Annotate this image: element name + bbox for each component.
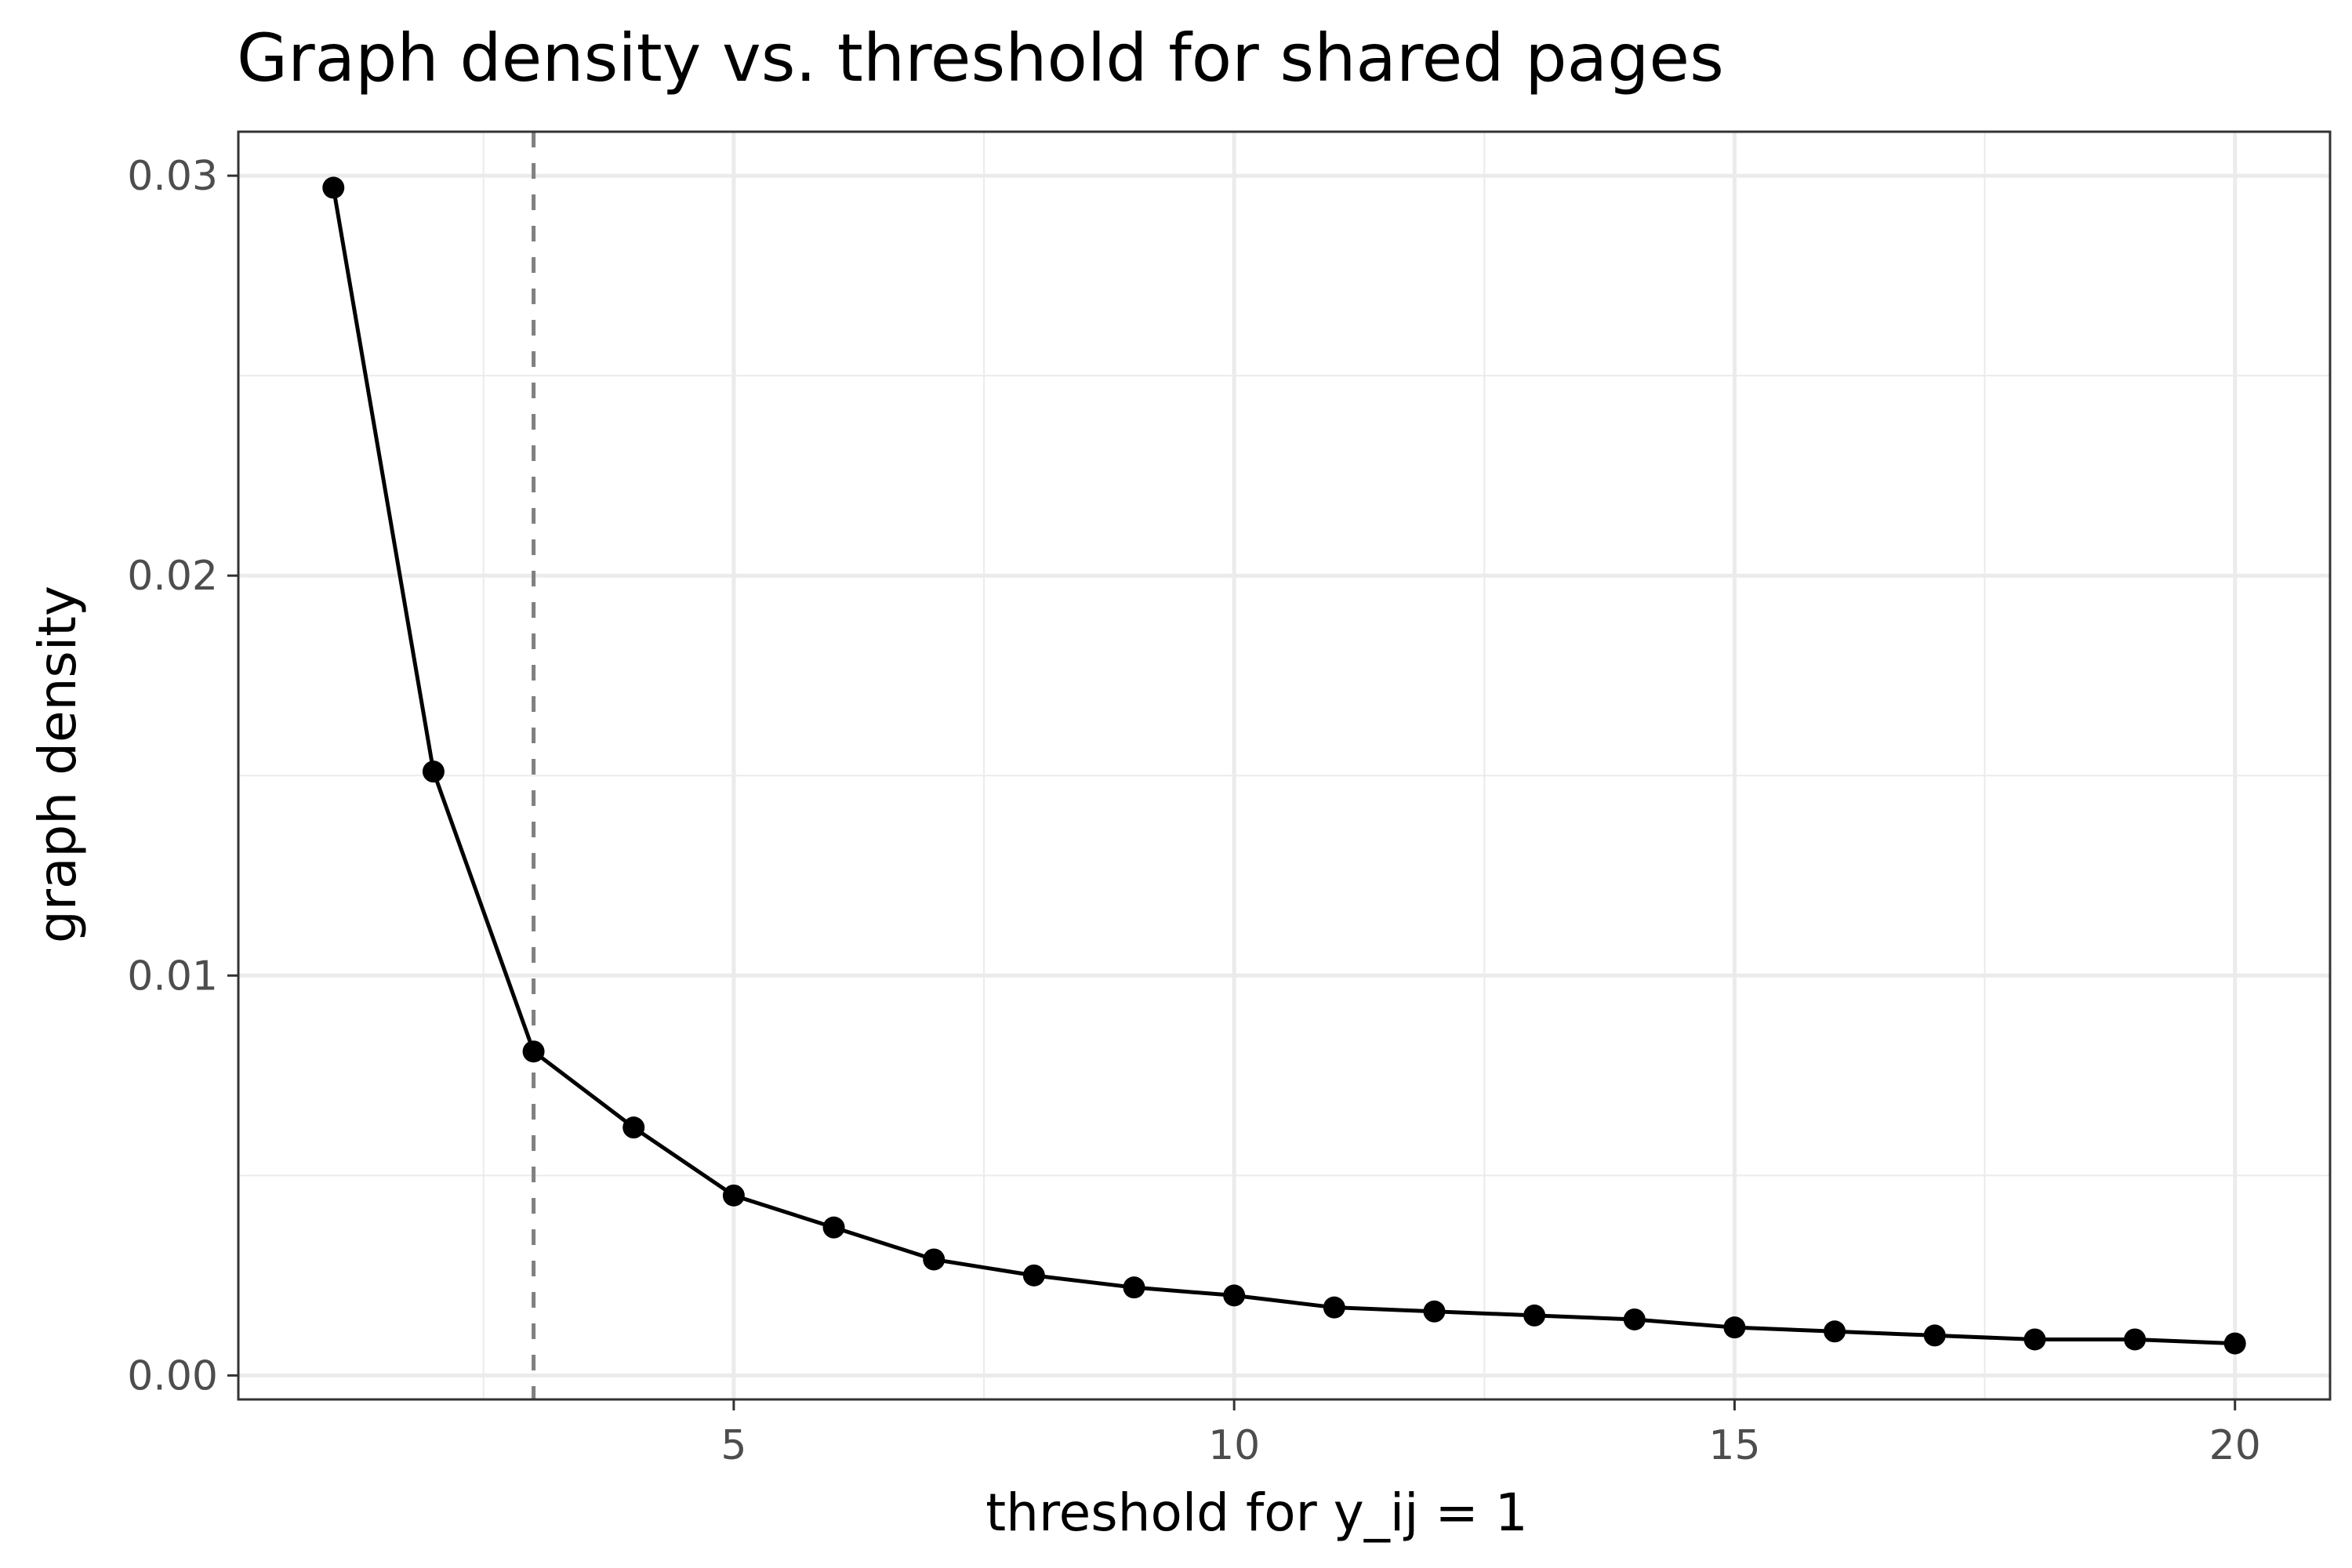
data-point bbox=[2223, 1332, 2246, 1355]
y-tick-label: 0.02 bbox=[127, 553, 218, 600]
data-point bbox=[1824, 1320, 1846, 1343]
data-point bbox=[1022, 1264, 1045, 1287]
data-point bbox=[522, 1040, 545, 1063]
data-point bbox=[1323, 1296, 1345, 1319]
x-tick-label: 20 bbox=[2209, 1422, 2261, 1469]
data-point bbox=[1523, 1304, 1546, 1327]
major-gridlines bbox=[238, 132, 2330, 1399]
x-axis-title: threshold for y_ij = 1 bbox=[985, 1483, 1528, 1543]
data-point bbox=[923, 1248, 946, 1271]
data-point bbox=[722, 1184, 745, 1207]
data-points bbox=[322, 176, 2246, 1355]
data-point bbox=[1923, 1324, 1946, 1347]
plot-border bbox=[237, 130, 2332, 1401]
data-point bbox=[2024, 1328, 2046, 1351]
data-point bbox=[422, 760, 445, 783]
data-point bbox=[1423, 1300, 1446, 1323]
minor-gridlines bbox=[238, 132, 2330, 1399]
chart-title: Graph density vs. threshold for shared p… bbox=[237, 20, 1724, 96]
y-axis: 0.00 0.01 0.02 0.03 bbox=[127, 153, 238, 1399]
data-point bbox=[1223, 1284, 1246, 1307]
data-point bbox=[1723, 1316, 1746, 1339]
data-point bbox=[1123, 1276, 1145, 1299]
x-tick-label: 15 bbox=[1708, 1422, 1760, 1469]
y-tick-label: 0.00 bbox=[127, 1352, 218, 1399]
plot-area bbox=[238, 132, 2330, 1399]
x-axis: 5 10 15 20 bbox=[720, 1399, 2261, 1469]
data-point bbox=[622, 1116, 645, 1139]
y-tick-label: 0.03 bbox=[127, 153, 218, 200]
x-tick-label: 5 bbox=[720, 1422, 746, 1469]
data-point bbox=[2124, 1328, 2147, 1351]
data-point bbox=[322, 176, 345, 199]
x-tick-label: 10 bbox=[1208, 1422, 1260, 1469]
y-tick-label: 0.01 bbox=[127, 953, 218, 1000]
y-axis-title: graph density bbox=[27, 586, 88, 943]
data-point bbox=[1623, 1308, 1646, 1330]
series-line bbox=[331, 187, 2235, 1346]
data-point bbox=[822, 1216, 845, 1239]
